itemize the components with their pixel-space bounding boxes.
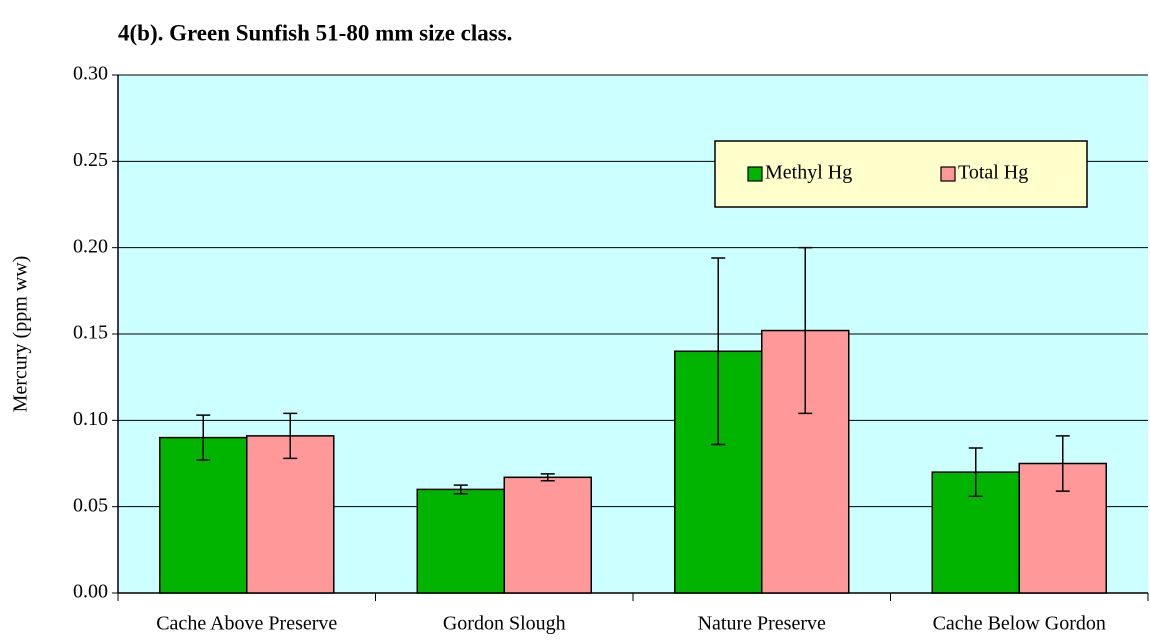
y-tick-label: 0.10 <box>73 408 108 430</box>
legend-swatch <box>747 166 763 182</box>
y-tick-label: 0.25 <box>73 149 108 171</box>
x-tick-label: Gordon Slough <box>443 613 566 635</box>
x-tick-label: Cache Above Preserve <box>156 613 337 635</box>
error-bar <box>1055 435 1070 492</box>
y-axis-label: Mercury (ppm ww) <box>10 256 32 413</box>
bar <box>246 435 335 594</box>
legend-label: Methyl Hg <box>765 162 852 184</box>
y-tick-label: 0.05 <box>73 494 108 516</box>
bar <box>503 476 592 594</box>
error-bar <box>711 257 726 446</box>
legend-box <box>714 140 1088 208</box>
y-tick-label: 0.15 <box>73 322 108 344</box>
error-bar <box>283 412 298 460</box>
y-tick-label: 0.00 <box>73 581 108 603</box>
y-tick-label: 0.20 <box>73 235 108 257</box>
chart-title: 4(b). Green Sunfish 51-80 mm size class. <box>118 20 512 45</box>
error-bar <box>540 473 555 482</box>
legend-swatch <box>940 166 956 182</box>
error-bar <box>196 414 211 461</box>
bar <box>159 436 248 594</box>
x-tick-label: Cache Below Gordon <box>933 613 1106 635</box>
legend-label: Total Hg <box>958 162 1028 184</box>
error-bar <box>968 447 983 498</box>
error-bar <box>798 246 813 415</box>
bar <box>416 488 505 594</box>
y-tick-label: 0.30 <box>73 63 108 85</box>
error-bar <box>453 484 468 495</box>
x-tick-label: Nature Preserve <box>698 613 826 635</box>
